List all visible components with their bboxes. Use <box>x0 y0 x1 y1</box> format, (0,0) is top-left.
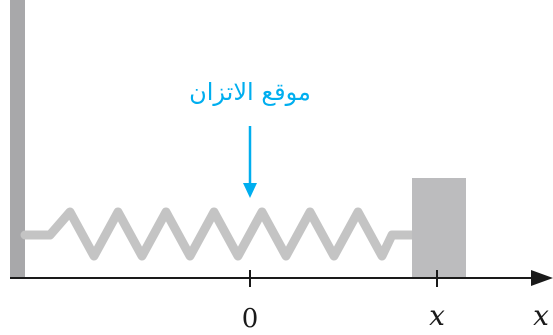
equilibrium-label: موقع الاتزان <box>189 78 311 106</box>
spring <box>20 207 417 261</box>
x-axis-arrowhead <box>531 270 553 286</box>
equilibrium-arrowhead <box>243 183 257 198</box>
x-axis-label: x <box>533 299 549 332</box>
block-position-label: x <box>429 299 445 332</box>
origin-tick-label: 0 <box>242 304 259 334</box>
wall <box>10 0 25 278</box>
mass-block <box>412 178 466 278</box>
